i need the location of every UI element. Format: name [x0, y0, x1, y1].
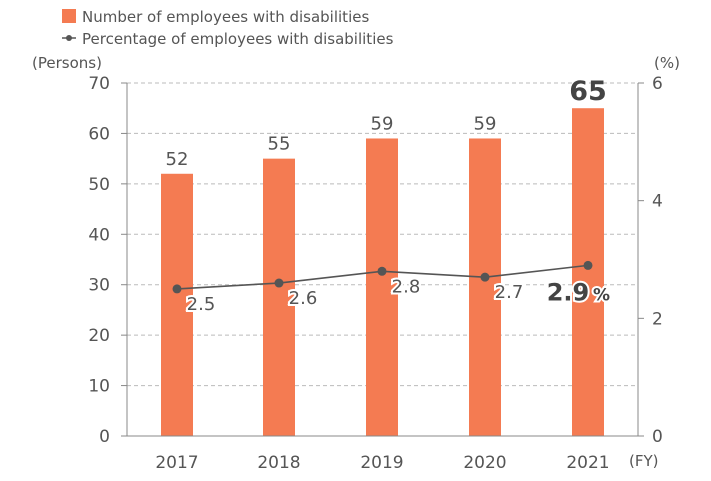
- y-left-tick-label: 10: [88, 377, 110, 397]
- x-tick-label: 2018: [257, 453, 300, 473]
- y-left-tick-label: 20: [88, 326, 110, 346]
- axis-layer: 0 10 20 30 40 50 60 70 0 2 4 6 2017 2018 2019 2020 2021: [88, 74, 662, 473]
- y-left-tick-label: 40: [88, 225, 110, 245]
- y-left-tick-label: 70: [88, 74, 110, 94]
- y-right-tick-label: 2: [652, 309, 663, 329]
- bar-value-label: 52: [166, 149, 189, 170]
- bar: [263, 158, 295, 436]
- line-value-label: 2.6: [289, 288, 318, 309]
- line-value-label: 2.9: [547, 278, 590, 306]
- bar-layer: [161, 108, 604, 436]
- percentage-point: [274, 278, 284, 288]
- label-layer: 52 55 59 59 65 2.5 2.6 2.8 2.7 2.9%: [166, 76, 613, 317]
- line-layer: [172, 260, 593, 294]
- y-left-tick-label: 0: [99, 427, 110, 447]
- x-unit: (FY): [629, 452, 659, 470]
- x-tick-label: 2021: [566, 453, 609, 473]
- bar: [572, 108, 604, 436]
- y-left-unit: (Persons): [32, 54, 102, 72]
- bar-value-label: 65: [569, 76, 607, 107]
- x-tick-label: 2020: [463, 453, 506, 473]
- bar: [161, 173, 193, 436]
- y-right-unit: (%): [654, 54, 680, 72]
- bar-value-label: 59: [371, 113, 394, 134]
- y-left-tick-label: 50: [88, 175, 110, 195]
- line-value-label: 2.8: [392, 276, 421, 297]
- legend-bar-label: Number of employees with disabilities: [82, 8, 369, 26]
- line-value-label: 2.7: [495, 282, 524, 303]
- line-value-label: 2.5: [187, 294, 216, 315]
- legend-line-label: Percentage of employees with disabilitie…: [82, 30, 394, 48]
- percentage-point: [583, 260, 593, 270]
- line-value-suffix: %: [593, 285, 610, 305]
- legend-line-marker: [66, 35, 72, 41]
- y-right-tick-label: 6: [652, 74, 663, 94]
- y-left-tick-label: 30: [88, 276, 110, 296]
- bar-value-label: 55: [268, 134, 291, 155]
- legend-bar-swatch: [62, 9, 76, 23]
- bar: [366, 138, 398, 436]
- x-tick-label: 2017: [155, 453, 198, 473]
- bar: [469, 138, 501, 436]
- legend: Number of employees with disabilities Pe…: [62, 8, 394, 48]
- y-right-tick-label: 4: [652, 192, 663, 212]
- x-tick-label: 2019: [360, 453, 403, 473]
- percentage-point: [480, 272, 490, 282]
- y-left-tick-label: 60: [88, 124, 110, 144]
- bar-value-label: 59: [474, 113, 497, 134]
- percentage-point: [172, 284, 182, 294]
- y-right-tick-label: 0: [652, 427, 663, 447]
- percentage-point: [377, 266, 387, 276]
